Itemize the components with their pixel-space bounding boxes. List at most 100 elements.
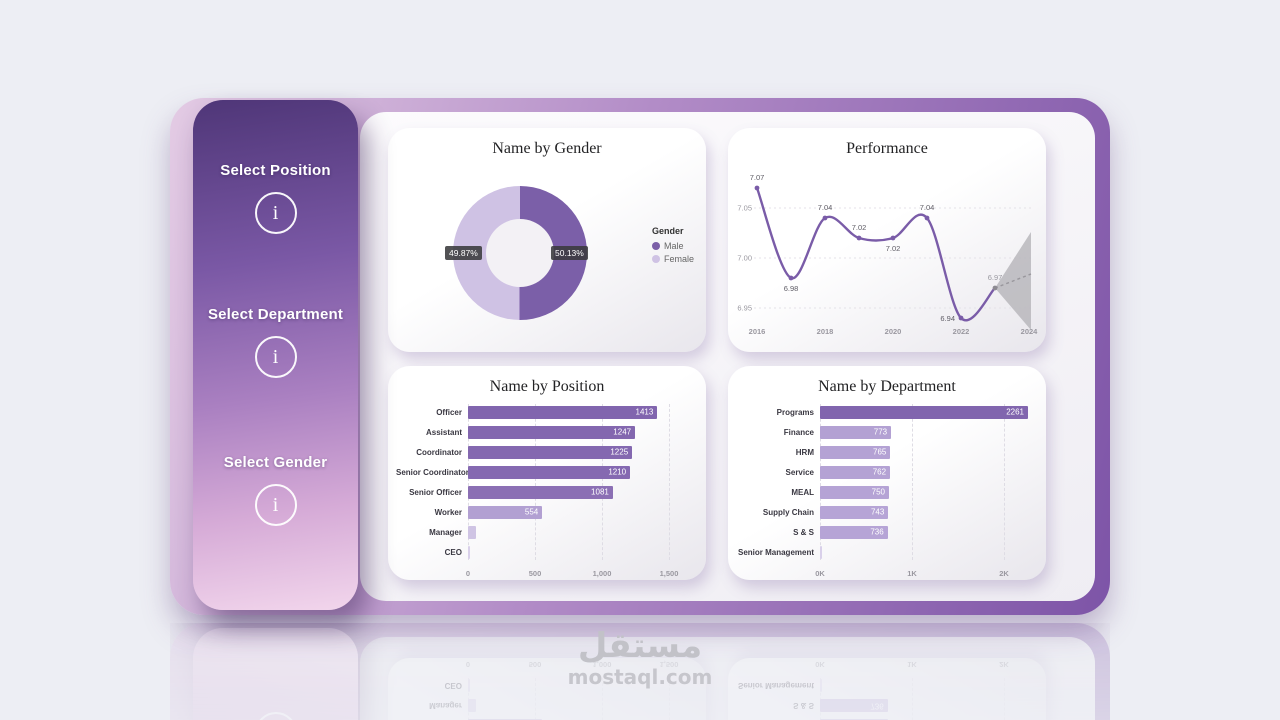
category-label: Supply Chain <box>762 507 814 517</box>
bar-value-label: 554 <box>524 507 539 517</box>
axis-tick-label: 500 <box>528 569 542 578</box>
category-label: Senior Coordinator <box>396 467 468 477</box>
bar-row: Worker 554 <box>396 502 698 522</box>
gridline <box>602 404 603 560</box>
bar-row: Senior Coordinator 1210 <box>396 462 698 482</box>
bar-row: S & S 736 <box>736 522 1038 542</box>
category-label: Assistant <box>425 427 462 437</box>
chart-title-gender: Name by Gender <box>492 140 602 157</box>
point-label: 7.04 <box>920 203 935 212</box>
point-label: 7.04 <box>818 203 833 212</box>
card-name-by-gender[interactable]: Name by Gender 49.87% 50.13% Gender Male… <box>388 128 706 352</box>
slicer-position-label: Select Position <box>220 162 331 179</box>
x-axis-label: 2024 <box>1021 327 1039 336</box>
bar-row: Coordinator 1225 <box>396 442 698 462</box>
bar[interactable]: 743 <box>820 505 889 519</box>
gridline <box>912 404 913 560</box>
gridline <box>669 404 670 560</box>
legend-label-female: Female <box>663 254 694 264</box>
point-label: 7.02 <box>886 244 901 253</box>
bar[interactable]: 773 <box>820 425 892 439</box>
bar[interactable]: 2261 <box>820 405 1028 419</box>
bar-value-label: 1247 <box>613 427 632 437</box>
legend-label-male: Male <box>663 241 684 251</box>
legend-dot-female <box>651 255 660 263</box>
bar-value-label: 750 <box>871 487 885 497</box>
slicer-gender-label: Select Gender <box>223 454 328 471</box>
axis-tick-label: 0K <box>815 569 825 578</box>
info-icon[interactable]: i <box>254 336 297 378</box>
bar-rows: Officer 1413 Assistant 1247 Coordinator 1225 S… <box>396 402 698 562</box>
data-point[interactable] <box>958 315 964 321</box>
slicer-select-position: Select Position i <box>193 162 358 234</box>
bar[interactable]: 750 <box>820 485 889 499</box>
bar[interactable]: 1225 <box>468 445 633 459</box>
watermark-site: mostaql.com <box>567 665 713 690</box>
slicer-select-gender: Select Gender i <box>193 454 358 526</box>
bar[interactable]: 554 <box>468 505 543 519</box>
bar-row: Manager <box>396 522 698 542</box>
legend-dot-male <box>651 242 660 250</box>
bar-row: HRM 765 <box>736 442 1038 462</box>
axis-tick-label: 1,000 <box>592 569 612 578</box>
data-point[interactable] <box>822 215 828 221</box>
bar[interactable]: 762 <box>820 465 891 479</box>
x-axis-label: 2022 <box>953 327 970 336</box>
bar[interactable]: 1247 <box>468 425 636 439</box>
category-label: Service <box>785 467 814 477</box>
x-axis-label: 2020 <box>885 327 902 336</box>
data-point[interactable] <box>890 235 896 241</box>
bar-row: Senior Officer 1081 <box>396 482 698 502</box>
bar[interactable] <box>820 545 822 559</box>
bar[interactable] <box>468 545 470 559</box>
bar[interactable]: 765 <box>820 445 891 459</box>
category-label: MEAL <box>791 487 814 497</box>
category-label: Manager <box>429 527 462 537</box>
data-point[interactable] <box>992 285 998 291</box>
y-axis-label: 6.95 <box>737 304 752 313</box>
axis-tick-label: 1K <box>907 569 917 578</box>
bar-value-label: 743 <box>870 507 885 517</box>
category-label: Worker <box>434 507 462 517</box>
bar-value-label: 773 <box>873 427 888 437</box>
bar-row: CEO <box>396 542 698 562</box>
axis-tick-label: 1,500 <box>659 569 679 578</box>
point-label: 6.97 <box>988 273 1003 282</box>
gender-legend: Gender Male Female <box>651 226 694 264</box>
bar[interactable] <box>468 525 477 539</box>
legend-item-male[interactable]: Male <box>651 241 694 251</box>
bar[interactable]: 1081 <box>468 485 613 499</box>
card-name-by-position[interactable]: Name by Position 0 500 1,000 1,500 Officer 14… <box>388 366 706 580</box>
bar-value-label: 1413 <box>635 407 654 417</box>
bar[interactable]: 1413 <box>468 405 658 419</box>
bar[interactable]: 1210 <box>468 465 631 479</box>
point-label: 6.98 <box>784 284 799 293</box>
data-point[interactable] <box>924 215 930 221</box>
info-icon[interactable]: i <box>254 484 297 526</box>
bar-row: Programs 2261 <box>736 402 1038 422</box>
donut-label-male: 50.13% <box>551 246 588 260</box>
data-point[interactable] <box>856 235 862 241</box>
data-point[interactable] <box>754 185 760 191</box>
bar[interactable]: 736 <box>820 525 888 539</box>
watermark: مستقل mostaql.com <box>0 627 1280 690</box>
category-label: Senior Management <box>737 547 814 557</box>
gridline <box>1004 404 1005 560</box>
performance-line-chart[interactable]: 6.95 7.00 7.05 2016 2018 2020 2022 2024 7.07 6.98… <box>728 128 1046 352</box>
charts-panel: Name by Gender 49.87% 50.13% Gender Male… <box>360 112 1095 601</box>
card-performance[interactable]: Performance 6.95 7.00 7.05 2016 2018 2020 2022… <box>728 128 1046 352</box>
card-name-by-department[interactable]: Name by Department 0K 1K 2K Programs 2261 Fin… <box>728 366 1046 580</box>
bar-row: Service 762 <box>736 462 1038 482</box>
department-bar-chart: 0K 1K 2K Programs 2261 Finance 773 HRM 765 Servic… <box>736 402 1038 578</box>
category-label: Finance <box>783 427 814 437</box>
bar-value-label: 762 <box>872 467 887 477</box>
info-icon[interactable]: i <box>254 192 297 234</box>
bar-row: Finance 773 <box>736 422 1038 442</box>
category-label: Officer <box>436 407 462 417</box>
bar-value-label: 765 <box>873 447 887 457</box>
legend-item-female[interactable]: Female <box>651 254 694 264</box>
bar-value-label: 1081 <box>591 487 609 497</box>
data-point[interactable] <box>788 275 794 281</box>
axis-tick-label: 0 <box>465 569 471 578</box>
